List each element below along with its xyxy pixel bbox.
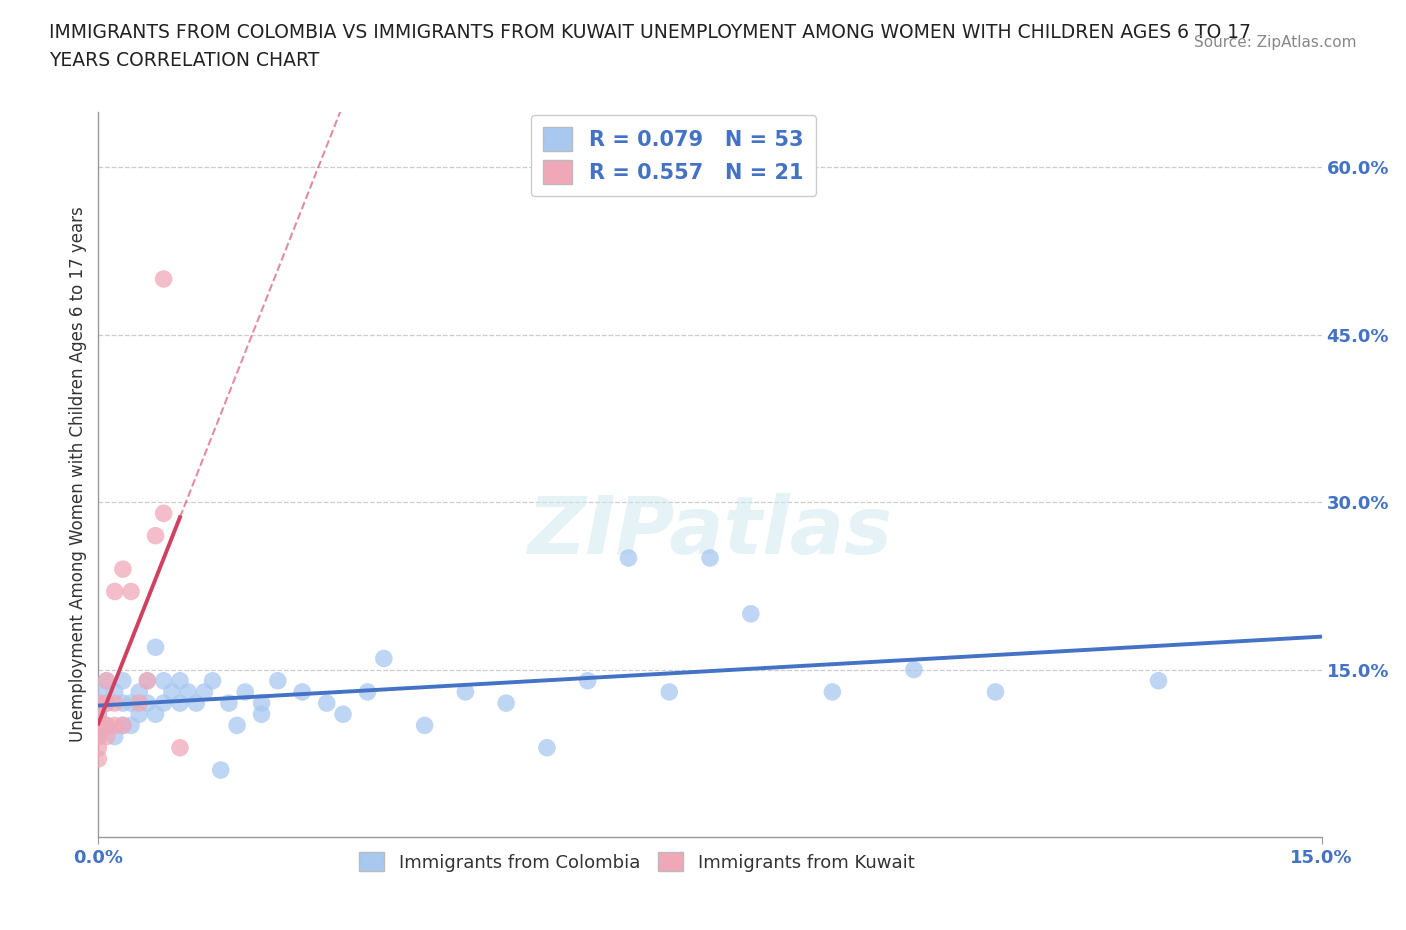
Point — [145, 707, 167, 722]
Point — [104, 684, 127, 699]
Point — [169, 696, 191, 711]
Point — [201, 673, 224, 688]
Point — [104, 718, 127, 733]
Point — [250, 696, 273, 711]
Point — [160, 684, 183, 699]
Point — [152, 673, 174, 688]
Point — [186, 696, 208, 711]
Point — [145, 640, 167, 655]
Point — [903, 662, 925, 677]
Point — [576, 673, 599, 688]
Point — [104, 696, 127, 711]
Point — [617, 551, 640, 565]
Point — [152, 272, 174, 286]
Point — [373, 651, 395, 666]
Point — [120, 696, 142, 711]
Point — [250, 707, 273, 722]
Point — [136, 673, 159, 688]
Point — [536, 740, 558, 755]
Point — [267, 673, 290, 688]
Point — [699, 551, 721, 565]
Point — [104, 729, 127, 744]
Point — [96, 729, 118, 744]
Point — [87, 696, 110, 711]
Point — [291, 684, 314, 699]
Point — [96, 718, 118, 733]
Point — [152, 696, 174, 711]
Point — [152, 506, 174, 521]
Y-axis label: Unemployment Among Women with Children Ages 6 to 17 years: Unemployment Among Women with Children A… — [69, 206, 87, 742]
Text: YEARS CORRELATION CHART: YEARS CORRELATION CHART — [49, 51, 319, 70]
Point — [209, 763, 232, 777]
Point — [87, 718, 110, 733]
Text: ZIPatlas: ZIPatlas — [527, 493, 893, 571]
Point — [136, 696, 159, 711]
Point — [454, 684, 477, 699]
Point — [495, 696, 517, 711]
Point — [96, 673, 118, 688]
Point — [169, 740, 191, 755]
Point — [87, 740, 110, 755]
Point — [356, 684, 378, 699]
Point — [87, 707, 110, 722]
Text: IMMIGRANTS FROM COLOMBIA VS IMMIGRANTS FROM KUWAIT UNEMPLOYMENT AMONG WOMEN WITH: IMMIGRANTS FROM COLOMBIA VS IMMIGRANTS F… — [49, 23, 1251, 42]
Point — [96, 673, 118, 688]
Point — [111, 718, 134, 733]
Point — [87, 751, 110, 766]
Text: Source: ZipAtlas.com: Source: ZipAtlas.com — [1194, 35, 1357, 50]
Point — [218, 696, 240, 711]
Point — [87, 684, 110, 699]
Point — [821, 684, 844, 699]
Point — [104, 584, 127, 599]
Point — [233, 684, 256, 699]
Point — [111, 673, 134, 688]
Point — [128, 707, 150, 722]
Point — [984, 684, 1007, 699]
Point — [128, 696, 150, 711]
Point — [87, 729, 110, 744]
Point — [111, 562, 134, 577]
Point — [136, 673, 159, 688]
Point — [740, 606, 762, 621]
Point — [332, 707, 354, 722]
Point — [658, 684, 681, 699]
Point — [87, 707, 110, 722]
Point — [169, 673, 191, 688]
Point — [145, 528, 167, 543]
Point — [120, 584, 142, 599]
Point — [128, 684, 150, 699]
Legend: Immigrants from Colombia, Immigrants from Kuwait: Immigrants from Colombia, Immigrants fro… — [352, 845, 922, 879]
Point — [96, 696, 118, 711]
Point — [413, 718, 436, 733]
Point — [120, 718, 142, 733]
Point — [96, 696, 118, 711]
Point — [111, 718, 134, 733]
Point — [193, 684, 215, 699]
Point — [177, 684, 200, 699]
Point — [315, 696, 337, 711]
Point — [96, 718, 118, 733]
Point — [87, 729, 110, 744]
Point — [226, 718, 249, 733]
Point — [111, 696, 134, 711]
Point — [1147, 673, 1170, 688]
